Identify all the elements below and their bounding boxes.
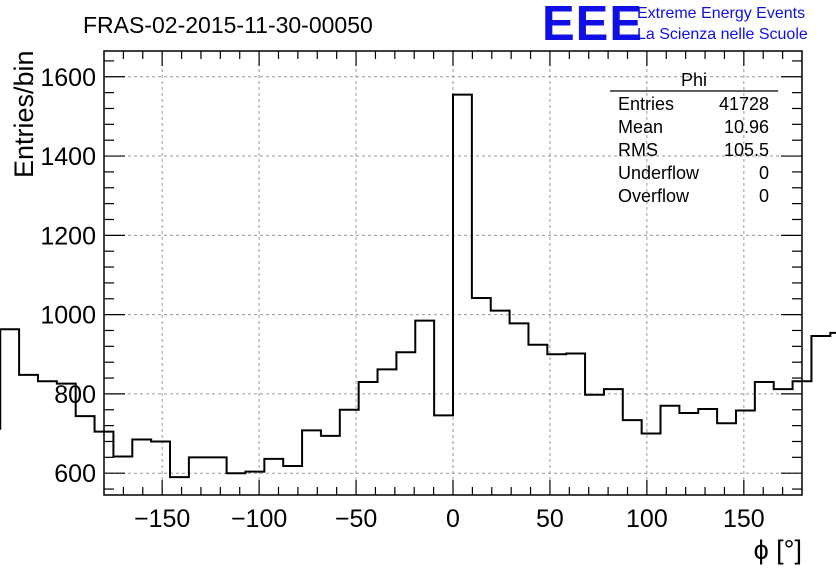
stats-label-rms: RMS <box>618 140 658 160</box>
stats-title: Phi <box>681 70 707 90</box>
stats-value-mean: 10.96 <box>724 117 769 137</box>
x-tick-label: 100 <box>626 505 668 533</box>
stats-value-underflow: 0 <box>759 163 769 183</box>
stats-box: Phi Entries 41728 Mean 10.96 RMS 105.5 U… <box>610 70 778 206</box>
chart-title: FRAS-02-2015-11-30-00050 <box>83 12 373 38</box>
stats-label-overflow: Overflow <box>618 186 690 206</box>
x-axis-label: ϕ [°] <box>754 535 802 565</box>
tick-layer: −150 −100 −50 0 50 100 150 600 800 1000 1200 1400 16… <box>40 51 802 533</box>
x-tick-label: −150 <box>134 505 190 533</box>
y-axis-label: Entries/bin <box>9 50 39 178</box>
stats-label-entries: Entries <box>618 94 674 114</box>
y-tick-label: 1000 <box>40 302 96 330</box>
x-tick-label: 50 <box>536 505 564 533</box>
histogram-line <box>0 93 836 479</box>
y-tick-label: 800 <box>54 381 96 409</box>
y-tick-label: 1400 <box>40 143 96 171</box>
eee-logo: EEE <box>542 0 643 51</box>
x-tick-label: 150 <box>723 505 765 533</box>
stats-value-rms: 105.5 <box>724 140 769 160</box>
logo-line-1: Extreme Energy Events <box>637 5 805 22</box>
x-tick-label: −50 <box>335 505 377 533</box>
x-tick-label: −100 <box>231 505 287 533</box>
x-tick-label: 0 <box>446 505 460 533</box>
stats-value-entries: 41728 <box>719 94 769 114</box>
y-tick-label: 1600 <box>40 64 96 92</box>
plot-frame <box>103 50 803 496</box>
stats-label-mean: Mean <box>618 117 663 137</box>
stats-label-underflow: Underflow <box>618 163 700 183</box>
y-tick-label: 1200 <box>40 222 96 250</box>
logo-line-2: La Scienza nelle Scuole <box>637 26 808 43</box>
stats-value-overflow: 0 <box>759 186 769 206</box>
y-tick-label: 600 <box>54 460 96 488</box>
